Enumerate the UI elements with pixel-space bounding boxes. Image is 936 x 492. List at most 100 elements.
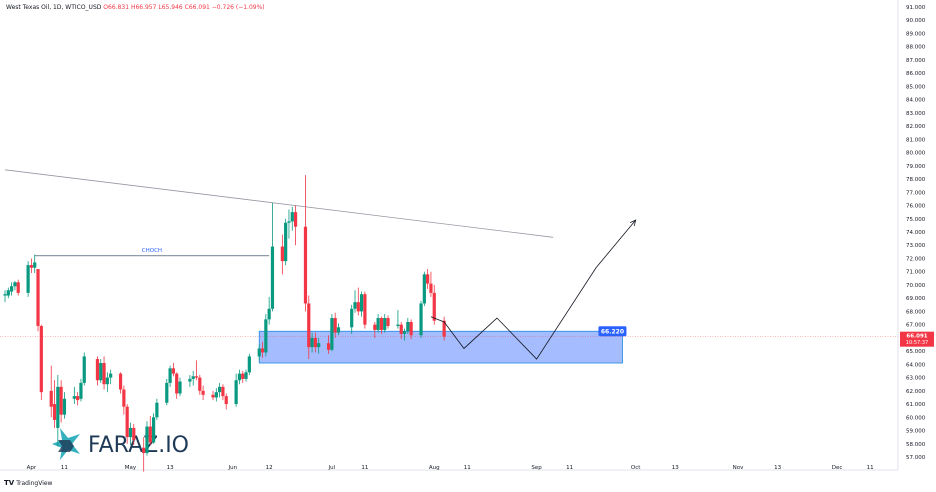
candle[interactable] <box>168 365 172 387</box>
candle[interactable] <box>102 356 106 390</box>
candle[interactable] <box>62 392 67 419</box>
candle[interactable] <box>165 378 169 406</box>
candle[interactable] <box>218 382 222 398</box>
candle[interactable] <box>363 291 367 329</box>
candle[interactable] <box>257 344 261 361</box>
candle[interactable] <box>76 392 80 406</box>
candle[interactable] <box>39 324 43 401</box>
candle[interactable] <box>237 369 242 385</box>
candle[interactable] <box>409 319 413 340</box>
candle[interactable] <box>13 280 17 291</box>
candle[interactable] <box>336 323 341 336</box>
candle[interactable] <box>148 415 152 446</box>
candle[interactable] <box>260 341 265 358</box>
candle[interactable] <box>303 175 308 312</box>
candle[interactable] <box>426 269 430 289</box>
candle[interactable] <box>155 398 159 420</box>
candle[interactable] <box>264 314 268 357</box>
candle[interactable] <box>287 209 291 239</box>
candle[interactable] <box>26 261 30 297</box>
candle[interactable] <box>241 370 245 383</box>
candle[interactable] <box>175 372 179 399</box>
candle[interactable] <box>326 335 331 354</box>
candle[interactable] <box>293 205 298 246</box>
trendline-segment[interactable] <box>4 169 554 238</box>
candle[interactable] <box>29 258 34 274</box>
candle[interactable] <box>56 374 60 447</box>
projection-polyline[interactable] <box>430 219 636 360</box>
demand-zone[interactable] <box>258 330 623 364</box>
candle[interactable] <box>396 310 400 329</box>
candle[interactable] <box>201 385 205 401</box>
candle[interactable] <box>350 304 354 334</box>
candle[interactable] <box>79 378 83 402</box>
candle[interactable] <box>307 295 311 360</box>
candle[interactable] <box>234 373 238 407</box>
candle[interactable] <box>109 369 113 385</box>
candle[interactable] <box>3 290 7 303</box>
candles[interactable] <box>3 175 446 472</box>
candle[interactable] <box>244 369 248 382</box>
candle[interactable] <box>122 385 126 415</box>
candle[interactable] <box>419 300 423 338</box>
candle[interactable] <box>118 372 123 394</box>
candle[interactable] <box>310 332 314 353</box>
candle[interactable] <box>105 372 109 393</box>
candle[interactable] <box>280 234 284 275</box>
candle[interactable] <box>402 328 407 341</box>
candle[interactable] <box>82 352 86 386</box>
candle[interactable] <box>36 269 40 332</box>
candle[interactable] <box>356 287 360 316</box>
candle[interactable] <box>313 332 317 353</box>
resistance-trendline[interactable] <box>4 169 554 238</box>
candle[interactable] <box>247 353 251 375</box>
candle[interactable] <box>267 296 271 325</box>
candle[interactable] <box>188 374 192 387</box>
candle[interactable] <box>191 370 195 386</box>
candle[interactable] <box>290 206 294 231</box>
candle[interactable] <box>221 384 225 401</box>
projection-path[interactable] <box>430 219 637 360</box>
candle[interactable] <box>360 291 364 317</box>
candle[interactable] <box>59 380 63 423</box>
choch-annotation[interactable]: CHOCH <box>34 248 270 257</box>
candle[interactable] <box>128 422 133 446</box>
candle[interactable] <box>399 322 403 340</box>
candle[interactable] <box>330 314 334 352</box>
candle[interactable] <box>125 404 129 444</box>
candle[interactable] <box>353 290 357 313</box>
candle[interactable] <box>142 437 146 472</box>
candle[interactable] <box>151 413 156 444</box>
candle[interactable] <box>429 271 433 297</box>
candle[interactable] <box>379 316 384 334</box>
price-axis[interactable]: 91.000 90.000 89.000 88.000 87.000 86.000 85.0… <box>906 5 926 461</box>
candle[interactable] <box>383 314 387 333</box>
candle[interactable] <box>224 393 228 410</box>
time-axis[interactable]: Apr 11 May 13 Jun 12 Jul 11 Aug 11 Sep 11 Oct 13 Nov 13… <box>27 465 874 471</box>
candle[interactable] <box>33 254 37 274</box>
candle[interactable] <box>442 316 446 341</box>
candle[interactable] <box>214 388 218 402</box>
candle[interactable] <box>16 279 20 296</box>
candle[interactable] <box>145 421 149 456</box>
candle[interactable] <box>284 218 288 266</box>
candle[interactable] <box>386 315 390 329</box>
candle[interactable] <box>6 287 10 299</box>
candle[interactable] <box>99 359 103 383</box>
candle[interactable] <box>198 374 202 395</box>
candle[interactable] <box>373 322 377 338</box>
candle[interactable] <box>49 365 53 418</box>
candle[interactable] <box>132 423 136 446</box>
candle[interactable] <box>72 386 76 405</box>
demand-zone-rect[interactable] <box>258 330 623 364</box>
candle[interactable] <box>211 390 215 401</box>
candle[interactable] <box>422 271 426 307</box>
candle[interactable] <box>333 312 337 338</box>
candle[interactable] <box>171 363 175 377</box>
candle[interactable] <box>317 337 321 354</box>
tradingview-footer[interactable]: TV TradingView <box>4 479 52 487</box>
candle[interactable] <box>406 318 410 334</box>
candle[interactable] <box>270 202 275 312</box>
candle[interactable] <box>178 377 182 397</box>
candle[interactable] <box>376 314 380 333</box>
